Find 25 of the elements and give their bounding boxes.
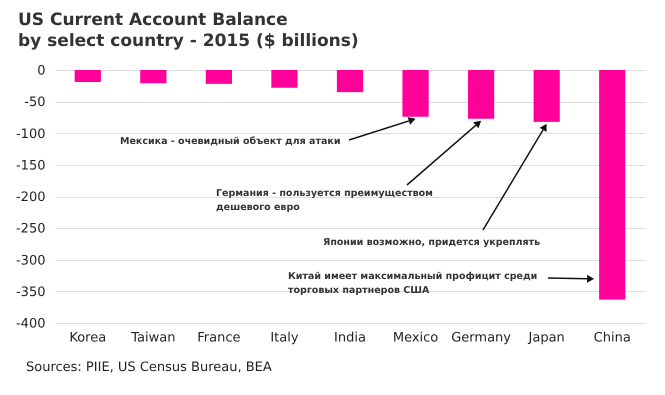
x-tick-label: China [594, 330, 631, 346]
y-tick-label: -400 [16, 316, 46, 332]
x-tick-label: India [334, 330, 366, 346]
x-tick-label: Taiwan [130, 330, 176, 346]
x-tick-label: Japan [528, 330, 565, 346]
annotation: Японии возможно, придется укреплять [323, 237, 540, 248]
y-tick-label: -200 [16, 190, 46, 205]
y-tick-label: -350 [16, 284, 46, 300]
chart-title: US Current Account Balance [18, 10, 289, 31]
x-tick-label: Korea [69, 330, 106, 346]
chart-subtitle: by select country - 2015 ($ billions) [18, 31, 359, 52]
y-tick-label: -250 [16, 222, 46, 237]
annotation: Китай имеет максимальный профицит среди торговых партнеров США [288, 271, 538, 296]
annotation: Мексика - очевидный объект для атаки [120, 136, 340, 147]
y-tick-label: 0 [37, 64, 46, 78]
x-tick-label: Germany [451, 330, 512, 346]
x-tick-label: Mexico [392, 330, 438, 346]
x-tick-label: France [197, 330, 241, 346]
annotation: Германия - пользуется преимуществом дешевого евро [216, 188, 433, 213]
source-note: Sources: PIIE, US Census Bureau, BEA [26, 360, 272, 375]
y-tick-label: -150 [16, 158, 46, 174]
y-tick-label: -100 [16, 126, 46, 142]
x-tick-label: Italy [270, 330, 299, 346]
y-tick-label: -50 [24, 95, 46, 110]
y-tick-label: -300 [16, 253, 46, 268]
